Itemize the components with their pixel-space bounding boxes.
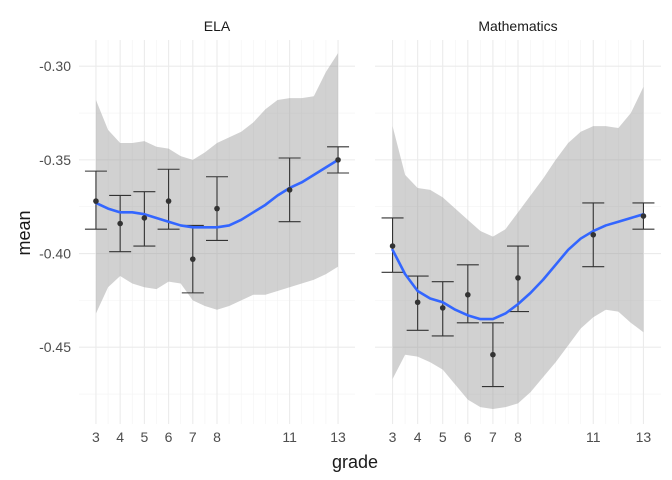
- strip-label-ela: ELA: [204, 18, 231, 34]
- strip-label-mathematics: Mathematics: [478, 18, 557, 34]
- x-tick-label: 7: [189, 429, 197, 445]
- data-point: [515, 275, 521, 281]
- data-point: [141, 215, 148, 221]
- x-tick-label: 8: [514, 429, 522, 445]
- data-point: [465, 291, 471, 298]
- y-tick-label: -0.30: [39, 58, 71, 74]
- x-tick-label: 6: [464, 429, 472, 445]
- data-point: [93, 198, 99, 204]
- data-point: [439, 305, 446, 311]
- x-tick-label: 4: [414, 429, 422, 445]
- grid: [375, 40, 661, 424]
- y-tick-label: -0.45: [39, 339, 71, 355]
- data-point: [335, 157, 341, 163]
- y-axis-title: mean: [14, 210, 34, 255]
- x-axis-ela: 3 4 5 6 7 8 11 13: [92, 429, 346, 445]
- data-point: [490, 351, 496, 358]
- data-point: [389, 243, 396, 249]
- x-axis-mathematics: 3 4 5 6 7 8 11 13: [389, 429, 652, 445]
- y-tick-label: -0.35: [39, 152, 71, 168]
- y-axis: -0.30 -0.35 -0.40 -0.45: [39, 58, 71, 355]
- smooth-line: [94, 158, 340, 229]
- x-tick-label: 3: [92, 429, 100, 445]
- x-tick-label: 7: [489, 429, 497, 445]
- x-tick-label: 5: [140, 429, 148, 445]
- data-point: [414, 299, 421, 306]
- x-tick-label: 6: [165, 429, 173, 445]
- data-point: [165, 198, 172, 204]
- x-tick-label: 3: [389, 429, 397, 445]
- points: [389, 213, 647, 358]
- x-tick-label: 13: [330, 429, 346, 445]
- y-tick-label: -0.40: [39, 246, 71, 262]
- data-point: [286, 187, 293, 193]
- x-tick-label: 5: [439, 429, 447, 445]
- grid: [79, 40, 355, 424]
- data-point: [214, 205, 220, 212]
- x-axis-title: grade: [332, 452, 378, 472]
- panel-mathematics: Mathematics 3 4 5 6 7 8 11 13: [375, 18, 661, 445]
- data-point: [640, 213, 647, 219]
- panel-ela: ELA 3 4 5 6 7 8 11 13: [79, 18, 355, 445]
- x-tick-label: 11: [586, 429, 601, 445]
- x-tick-label: 8: [213, 429, 221, 445]
- x-tick-label: 11: [282, 429, 297, 445]
- data-point: [189, 256, 196, 262]
- data-point: [590, 232, 597, 238]
- x-tick-label: 4: [116, 429, 124, 445]
- x-tick-label: 13: [636, 429, 652, 445]
- smooth-line: [391, 212, 645, 321]
- points: [93, 157, 341, 262]
- data-point: [117, 220, 123, 227]
